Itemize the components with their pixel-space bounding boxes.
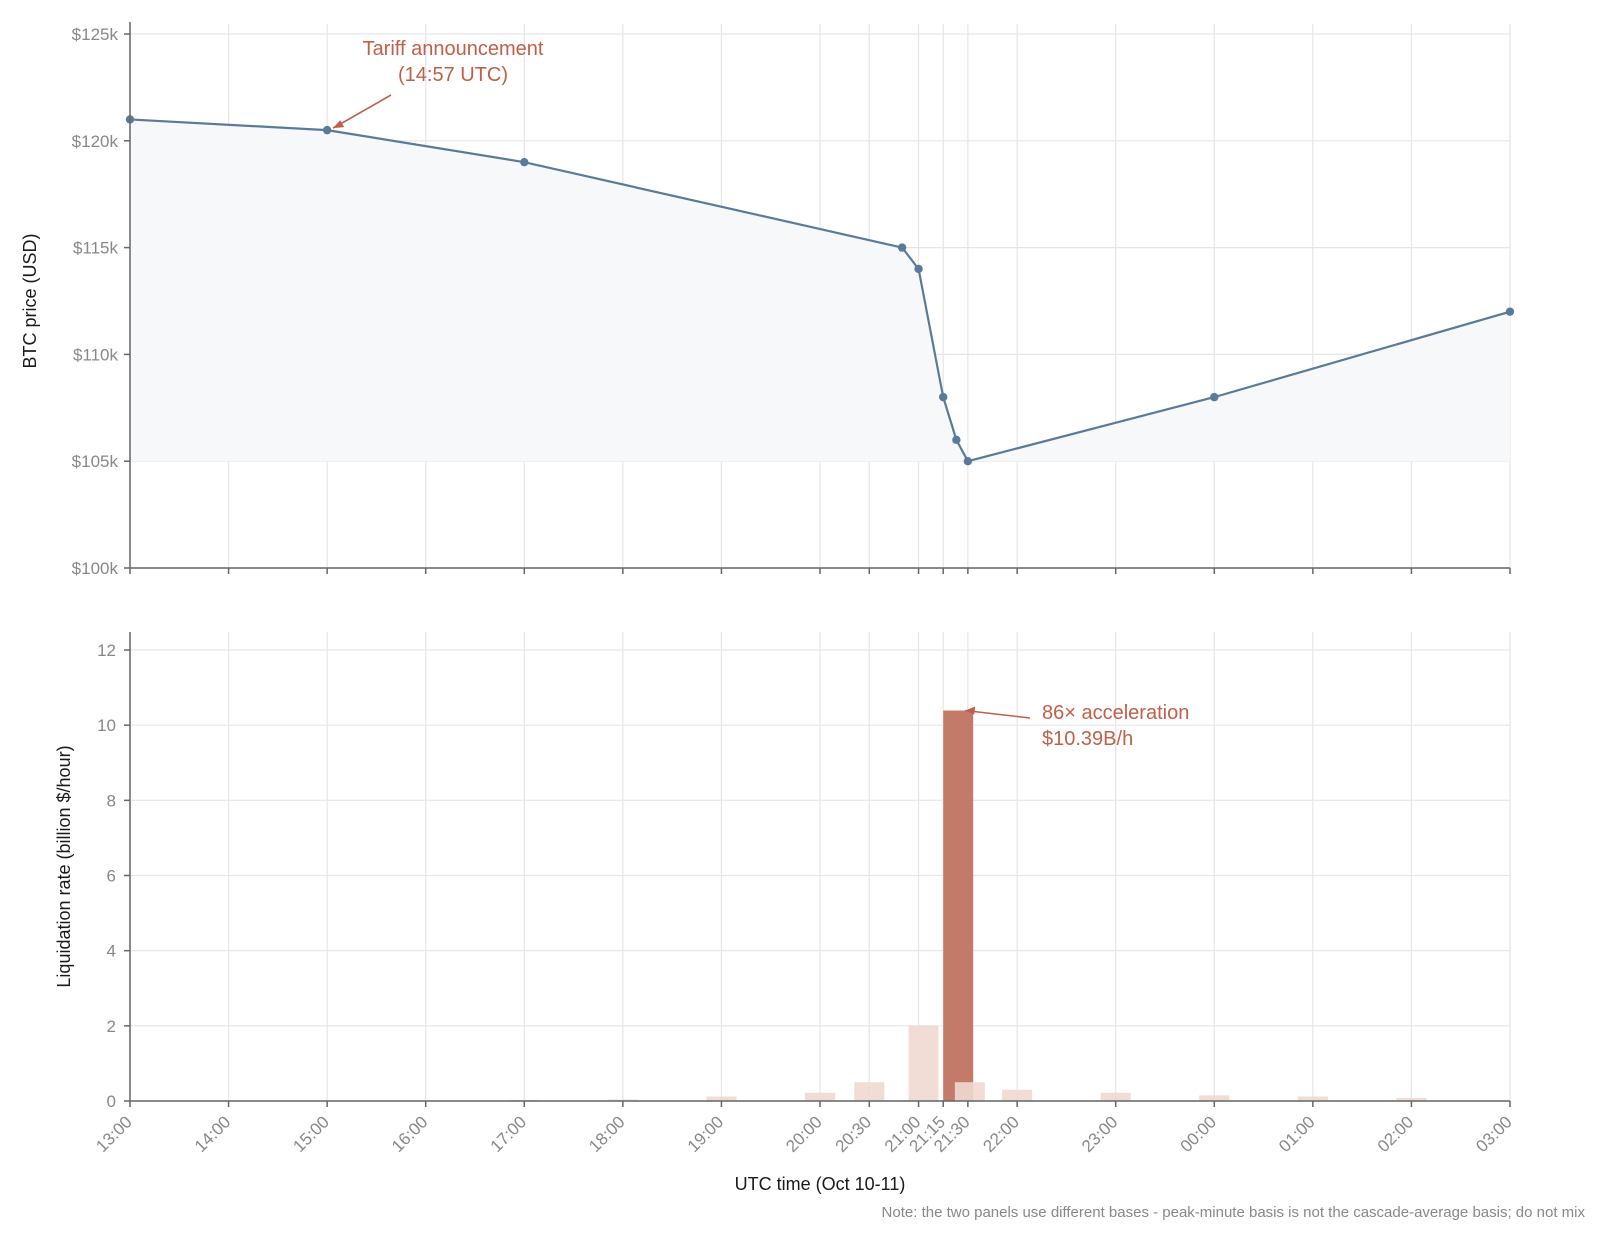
liquidation-bar <box>1199 1095 1230 1101</box>
liquidation-panel: 0 2 4 6 8 10 12 13:00 14:00 15:00 16:00 17:00 18:00 1… <box>54 632 1516 1156</box>
footnote: Note: the two panels use different bases… <box>882 1204 1586 1221</box>
annotation-label: Tariff announcement <box>363 38 544 60</box>
annotation-arrowhead <box>965 706 976 715</box>
y-tick-label: $125k <box>72 25 119 44</box>
y-tick-label: 12 <box>97 641 116 660</box>
price-panel: $100k $105k $110k $115k $120k $125k BTC price … <box>20 22 1515 578</box>
y-tick-label: $100k <box>72 559 119 578</box>
price-point <box>939 392 948 402</box>
liquidation-bar <box>1002 1089 1033 1101</box>
y-tick-label: 2 <box>107 1017 116 1036</box>
x-tick-label: 18:00 <box>585 1112 629 1156</box>
price-point <box>1505 307 1515 316</box>
x-tick-label: 01:00 <box>1275 1112 1319 1156</box>
x-tick-label: 15:00 <box>289 1112 333 1156</box>
liquidation-bar <box>908 1025 939 1101</box>
price-point <box>897 243 907 252</box>
annotation-arrow <box>332 94 392 129</box>
x-tick-label: 03:00 <box>1472 1112 1516 1156</box>
x-axis-title: UTC time (Oct 10-11) <box>735 1174 906 1194</box>
y-axis-title: BTC price (USD) <box>20 233 40 368</box>
price-line <box>129 118 1511 463</box>
annotation-arrowhead <box>333 120 345 129</box>
liquidation-bar <box>1396 1097 1427 1101</box>
liquidation-bar <box>1297 1096 1328 1101</box>
price-point <box>520 157 529 167</box>
x-tick-label: 20:00 <box>782 1112 826 1156</box>
y-tick-label: 8 <box>107 791 116 810</box>
liquidation-bar <box>854 1082 885 1101</box>
x-tick-label: 00:00 <box>1177 1112 1221 1156</box>
annotation-label: 86× acceleration <box>1042 702 1189 724</box>
x-tick-label: 16:00 <box>388 1112 432 1156</box>
price-point <box>322 125 332 135</box>
liquidation-bar <box>1100 1092 1131 1101</box>
x-tick-label: 19:00 <box>684 1112 728 1156</box>
price-point <box>963 457 973 466</box>
y-tick-label: $105k <box>72 452 119 471</box>
y-tick-label: $120k <box>72 132 119 151</box>
y-tick-label: 10 <box>97 716 116 735</box>
x-tick-label: 23:00 <box>1078 1112 1122 1156</box>
y-tick-label: $110k <box>73 345 119 364</box>
annotation-arrow <box>965 709 1031 719</box>
price-point <box>952 435 961 445</box>
y-tick-label: 6 <box>107 867 116 886</box>
price-point <box>914 264 923 274</box>
x-tick-label: 22:00 <box>979 1112 1023 1156</box>
annotation-label: (14:57 UTC) <box>398 64 508 86</box>
x-tick-label: 14:00 <box>191 1112 235 1156</box>
liquidation-bar <box>607 1099 638 1101</box>
annotation-label: $10.39B/h <box>1042 728 1133 750</box>
y-axis-title: Liquidation rate (billion $/hour) <box>54 745 74 987</box>
x-tick-label: 13:00 <box>92 1112 136 1156</box>
x-tick-label: 02:00 <box>1374 1112 1418 1156</box>
x-tick-label: 17:00 <box>487 1112 531 1156</box>
liquidation-bar <box>706 1096 737 1101</box>
liquidation-bar <box>805 1092 835 1101</box>
price-area <box>130 119 1510 462</box>
y-tick-label: 4 <box>107 942 116 961</box>
price-point <box>1210 392 1219 402</box>
y-tick-label: 0 <box>107 1092 116 1111</box>
x-tick-label: 20:30 <box>832 1112 876 1156</box>
liquidation-bar <box>954 1082 985 1101</box>
y-tick-label: $115k <box>73 239 119 258</box>
liquidation-bar <box>943 710 974 1101</box>
